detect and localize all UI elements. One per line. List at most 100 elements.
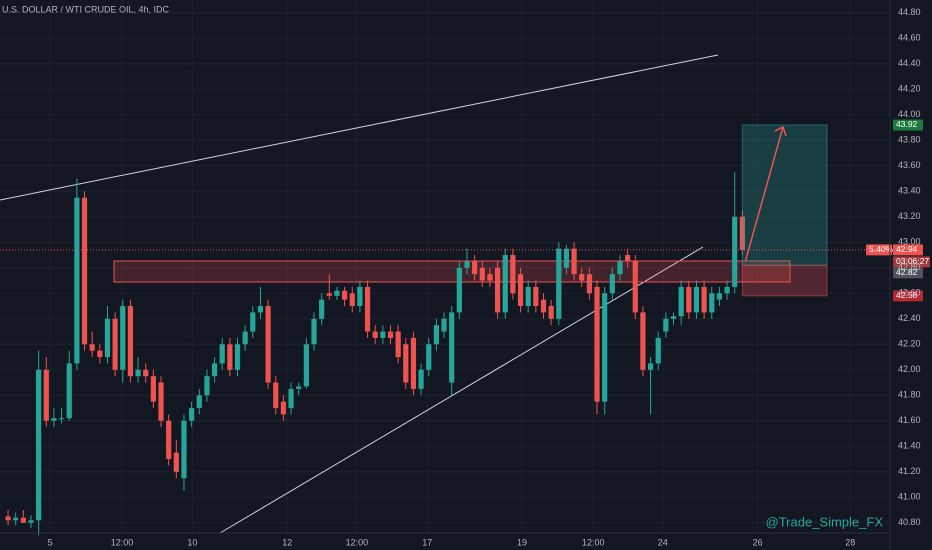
candle-body <box>632 261 638 313</box>
candle-body <box>342 290 348 300</box>
grid <box>0 0 890 533</box>
candle-body <box>472 261 478 275</box>
candle-body <box>81 197 88 345</box>
candle-body <box>563 248 570 268</box>
x-tick-label: 17 <box>422 537 432 547</box>
current-price-label: 42.94 <box>896 244 918 254</box>
candle-body <box>625 255 631 262</box>
y-tick-label: 41.40 <box>898 441 921 451</box>
candle-body <box>319 299 325 319</box>
candle-body <box>479 267 485 281</box>
candle-body <box>724 286 730 294</box>
candle-body <box>150 376 156 402</box>
candle-body <box>28 520 34 523</box>
candle-body <box>112 318 118 370</box>
y-tick-label: 41.00 <box>898 492 921 502</box>
candle-body <box>617 261 623 275</box>
y-tick-label: 40.80 <box>898 517 921 527</box>
candle-body <box>395 331 401 358</box>
y-tick-label: 41.20 <box>898 466 921 476</box>
y-tick-label: 41.60 <box>898 415 921 425</box>
y-tick-label: 43.00 <box>898 237 921 247</box>
candle-body <box>464 261 470 268</box>
candle-body <box>647 363 654 370</box>
watermark: @Trade_Simple_FX <box>766 514 884 529</box>
candle-body <box>418 369 424 389</box>
candle-body <box>257 306 264 313</box>
candle-body <box>13 517 19 521</box>
y-tick-label: 43.60 <box>898 160 921 170</box>
candle-body <box>441 318 447 332</box>
candle-body <box>211 363 218 377</box>
y-tick-label: 44.60 <box>898 33 921 43</box>
x-tick-label: 5 <box>48 537 53 547</box>
candle-body <box>640 312 646 370</box>
candle-body <box>410 337 417 389</box>
candle-body <box>189 408 195 421</box>
trend-line <box>0 54 719 201</box>
candle-body <box>66 363 72 419</box>
candle-body <box>686 286 692 313</box>
candle-body <box>540 299 547 313</box>
y-tick-label: 41.80 <box>898 390 921 400</box>
arrow-head <box>774 125 787 137</box>
resistance-zone <box>113 260 791 283</box>
stop-label: 42.58 <box>896 290 918 300</box>
candle-body <box>173 452 179 472</box>
y-tick-label: 43.20 <box>898 211 921 221</box>
candle-body <box>594 286 600 402</box>
x-tick-label: 12 <box>282 537 292 547</box>
candle-body <box>74 197 80 364</box>
x-tick-label: 12:00 <box>582 537 605 547</box>
candle-body <box>456 267 462 313</box>
candle-body <box>20 517 26 523</box>
candle-body <box>326 293 332 296</box>
candle-body <box>709 293 715 313</box>
candle-body <box>242 331 248 345</box>
candle-body <box>586 274 592 294</box>
candle-body <box>533 286 539 307</box>
candle-body <box>265 306 271 383</box>
candle-body <box>296 386 302 389</box>
y-tick-label: 44.80 <box>898 7 921 17</box>
x-tick-label: 19 <box>517 537 527 547</box>
y-tick-label: 42.60 <box>898 288 921 298</box>
x-tick-label: 24 <box>658 537 668 547</box>
projection-arrow <box>744 126 784 262</box>
candle-body <box>288 388 294 409</box>
x-tick-label: 12:00 <box>346 537 369 547</box>
candle-body <box>303 344 309 387</box>
candle-body <box>227 344 233 370</box>
candle-body <box>43 369 49 421</box>
candle-body <box>387 331 394 338</box>
candle-body <box>579 274 585 281</box>
candle-body <box>701 286 707 313</box>
candle-body <box>556 248 562 319</box>
candle-body <box>548 306 554 319</box>
x-tick-label: 12:00 <box>111 537 134 547</box>
candle-body <box>97 350 103 358</box>
candle-body <box>196 395 202 409</box>
trend-line <box>219 246 704 534</box>
candle-body <box>143 369 149 377</box>
y-tick-label: 44.00 <box>898 109 921 119</box>
candle-body <box>5 516 11 521</box>
candle-body <box>357 286 363 307</box>
candle-body <box>250 312 256 332</box>
y-tick-label: 44.40 <box>898 58 921 68</box>
candle-body <box>273 382 279 409</box>
countdown-label-box <box>893 256 930 268</box>
entry-label-box <box>893 267 923 279</box>
x-tick-label: 26 <box>753 537 763 547</box>
candle-body <box>517 274 524 307</box>
candle-body <box>602 293 608 402</box>
chart-title: U.S. DOLLAR / WTI CRUDE OIL, 4h, IDC <box>2 4 170 14</box>
take-profit-label: 43.92 <box>896 119 918 129</box>
candle-body <box>204 376 210 396</box>
candle-body <box>234 344 241 370</box>
candle-body <box>403 344 409 383</box>
